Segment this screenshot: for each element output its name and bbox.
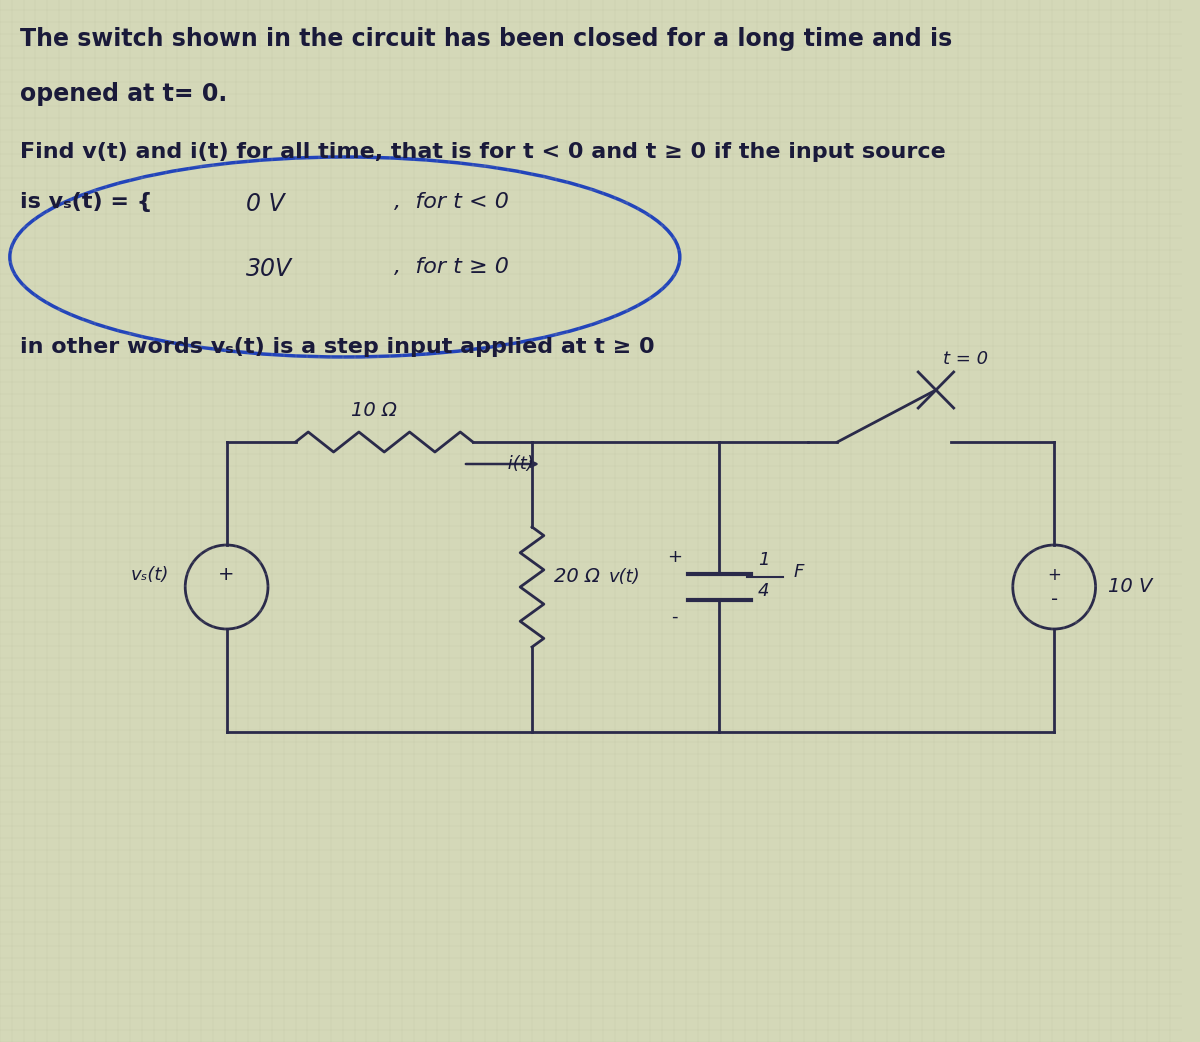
Text: 10 Ω: 10 Ω [352, 401, 397, 420]
Text: vₛ(t): vₛ(t) [131, 566, 169, 584]
Text: t = 0: t = 0 [943, 350, 988, 368]
Text: in other words vₛ(t) is a step input applied at t ≥ 0: in other words vₛ(t) is a step input app… [19, 337, 654, 357]
Text: 30V: 30V [246, 257, 293, 281]
Text: 4: 4 [757, 582, 769, 600]
Text: The switch shown in the circuit has been closed for a long time and is: The switch shown in the circuit has been… [19, 27, 952, 51]
Text: 1: 1 [757, 551, 769, 569]
Text: 10 V: 10 V [1109, 577, 1153, 596]
Text: ,  for t ≥ 0: , for t ≥ 0 [394, 257, 509, 277]
Text: +: + [1048, 566, 1061, 584]
Text: 0 V: 0 V [246, 192, 284, 216]
Text: +: + [667, 548, 683, 566]
Text: Find v(t) and i(t) for all time, that is for t < 0 and t ≥ 0 if the input source: Find v(t) and i(t) for all time, that is… [19, 142, 946, 162]
Text: opened at t= 0.: opened at t= 0. [19, 82, 227, 106]
Text: ,  for t < 0: , for t < 0 [394, 192, 509, 212]
Text: -: - [672, 607, 678, 626]
Text: i(t): i(t) [503, 455, 534, 473]
Text: F: F [793, 563, 804, 581]
Text: 20 Ω: 20 Ω [553, 568, 600, 587]
Text: v(t): v(t) [608, 568, 641, 586]
Text: +: + [218, 566, 235, 585]
Text: -: - [1051, 590, 1057, 609]
Text: is vₛ(t) = {: is vₛ(t) = { [19, 192, 152, 212]
